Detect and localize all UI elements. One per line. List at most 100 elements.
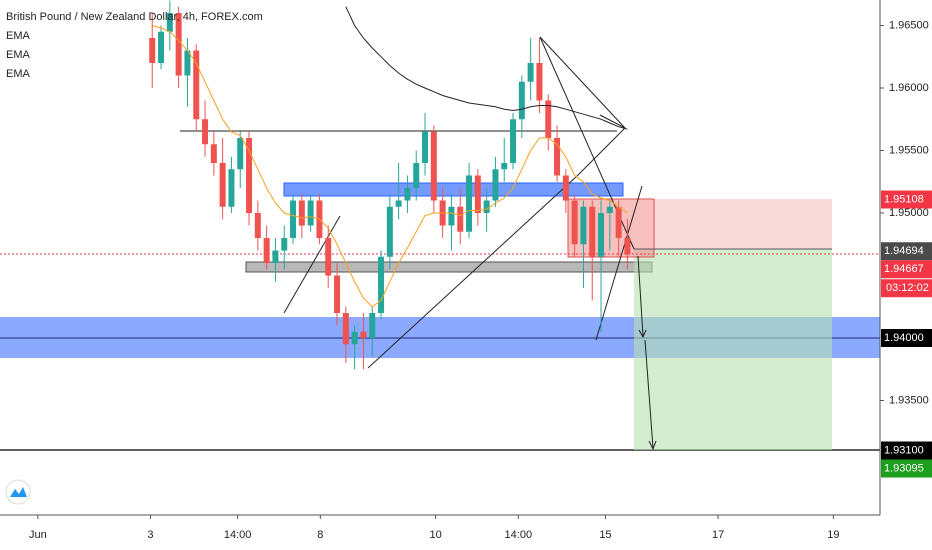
price-badge-label: 1.93100 bbox=[884, 444, 924, 456]
candle-body bbox=[325, 238, 332, 276]
candle-body bbox=[184, 50, 191, 76]
price-badge-label: 1.94694 bbox=[884, 245, 924, 257]
ema-line bbox=[345, 6, 628, 130]
arrow bbox=[644, 339, 654, 449]
indicator-label: EMA bbox=[6, 30, 31, 42]
countdown: 03:12:02 bbox=[886, 282, 929, 294]
trend-line bbox=[367, 175, 578, 369]
chart-title: British Pound / New Zealand Dollar, 4h, … bbox=[6, 11, 263, 23]
candle-body bbox=[193, 50, 200, 120]
plot bbox=[149, 0, 631, 370]
candle-body bbox=[527, 63, 534, 82]
indicator-label: EMA bbox=[6, 68, 31, 80]
trend-line bbox=[576, 127, 626, 177]
arrow-head bbox=[638, 329, 647, 339]
candle-body bbox=[360, 331, 367, 338]
candle-body bbox=[492, 169, 499, 201]
price-badge bbox=[881, 441, 932, 460]
target-area bbox=[634, 249, 832, 450]
y-tick-label: 1.96000 bbox=[889, 82, 929, 94]
candle-body bbox=[580, 206, 587, 245]
candle-body bbox=[210, 144, 217, 163]
candle-body bbox=[466, 175, 473, 232]
x-tick-label: Jun bbox=[29, 529, 47, 541]
candle-body bbox=[448, 206, 455, 226]
candle-body bbox=[351, 331, 358, 345]
candle-body bbox=[378, 256, 385, 313]
x-tick-label: 3 bbox=[147, 529, 153, 541]
candle-body bbox=[263, 238, 270, 263]
y-tick-label: 1.93500 bbox=[889, 394, 929, 406]
x-tick-label: 19 bbox=[827, 529, 839, 541]
candle-body bbox=[395, 200, 402, 207]
candle-body bbox=[474, 175, 481, 213]
candle-body bbox=[166, 13, 173, 32]
price-badge bbox=[881, 329, 932, 347]
candle-body bbox=[290, 200, 297, 238]
trend-line bbox=[595, 185, 643, 341]
logo bbox=[5, 479, 31, 505]
candle-body bbox=[510, 119, 517, 163]
x-tick-label: 17 bbox=[712, 529, 724, 541]
candle-body bbox=[571, 200, 578, 245]
candle-body bbox=[246, 138, 253, 213]
trend-line bbox=[599, 114, 626, 129]
trend-line bbox=[539, 36, 626, 129]
x-tick-label: 14:00 bbox=[505, 529, 533, 541]
candle-body bbox=[342, 313, 349, 345]
price-badge-label: 1.93095 bbox=[884, 462, 924, 474]
candle-body bbox=[422, 131, 429, 163]
x-tick-label: 15 bbox=[599, 529, 611, 541]
arrow-head bbox=[648, 440, 657, 451]
candle-body bbox=[281, 238, 288, 251]
price-badge bbox=[881, 190, 932, 209]
grey-zone bbox=[245, 261, 653, 273]
candle-body bbox=[369, 313, 376, 338]
arrow bbox=[637, 255, 644, 337]
candle-body bbox=[298, 200, 305, 226]
y-tick-label: 1.95000 bbox=[889, 207, 929, 219]
candle-body bbox=[536, 63, 543, 101]
candle-body bbox=[606, 206, 613, 213]
indicator-label: EMA bbox=[6, 49, 31, 61]
candle-body bbox=[272, 250, 279, 263]
resistance-zone bbox=[283, 182, 624, 197]
candle-body bbox=[589, 206, 596, 257]
candle-body bbox=[501, 163, 508, 170]
logo-mark bbox=[10, 487, 27, 497]
candle-body bbox=[219, 163, 226, 207]
candle-body bbox=[404, 188, 411, 201]
candle-body bbox=[149, 38, 156, 63]
candle-body bbox=[457, 206, 464, 232]
countdown-badge bbox=[881, 279, 932, 298]
y-tick-label: 1.95500 bbox=[889, 144, 929, 156]
stop-area bbox=[654, 199, 832, 249]
candle-body bbox=[334, 275, 341, 313]
candle-body bbox=[615, 206, 622, 238]
price-badge-label: 1.95108 bbox=[884, 193, 924, 205]
price-badge-label: 1.94667 bbox=[884, 263, 924, 275]
x-tick-label: 10 bbox=[429, 529, 441, 541]
price-badge-label: 1.94000 bbox=[884, 332, 924, 344]
candle-body bbox=[518, 81, 525, 120]
price-badge bbox=[881, 260, 932, 279]
candle-body bbox=[175, 13, 182, 76]
candle-body bbox=[237, 138, 244, 170]
price-badge bbox=[881, 242, 932, 261]
candle-body bbox=[598, 213, 605, 257]
candle-body bbox=[202, 119, 209, 145]
candle-body bbox=[554, 138, 561, 176]
candle-body bbox=[254, 213, 261, 238]
candle-body bbox=[307, 200, 314, 226]
candle-body bbox=[430, 131, 437, 201]
ema-line bbox=[152, 25, 628, 308]
x-tick-label: 8 bbox=[317, 529, 323, 541]
candle-body bbox=[228, 169, 235, 207]
price-badge bbox=[881, 459, 932, 478]
candle-body bbox=[562, 175, 569, 201]
candle-body bbox=[386, 206, 393, 257]
x-tick-label: 14:00 bbox=[224, 529, 252, 541]
candle-body bbox=[624, 238, 631, 255]
candle-body bbox=[158, 31, 165, 63]
